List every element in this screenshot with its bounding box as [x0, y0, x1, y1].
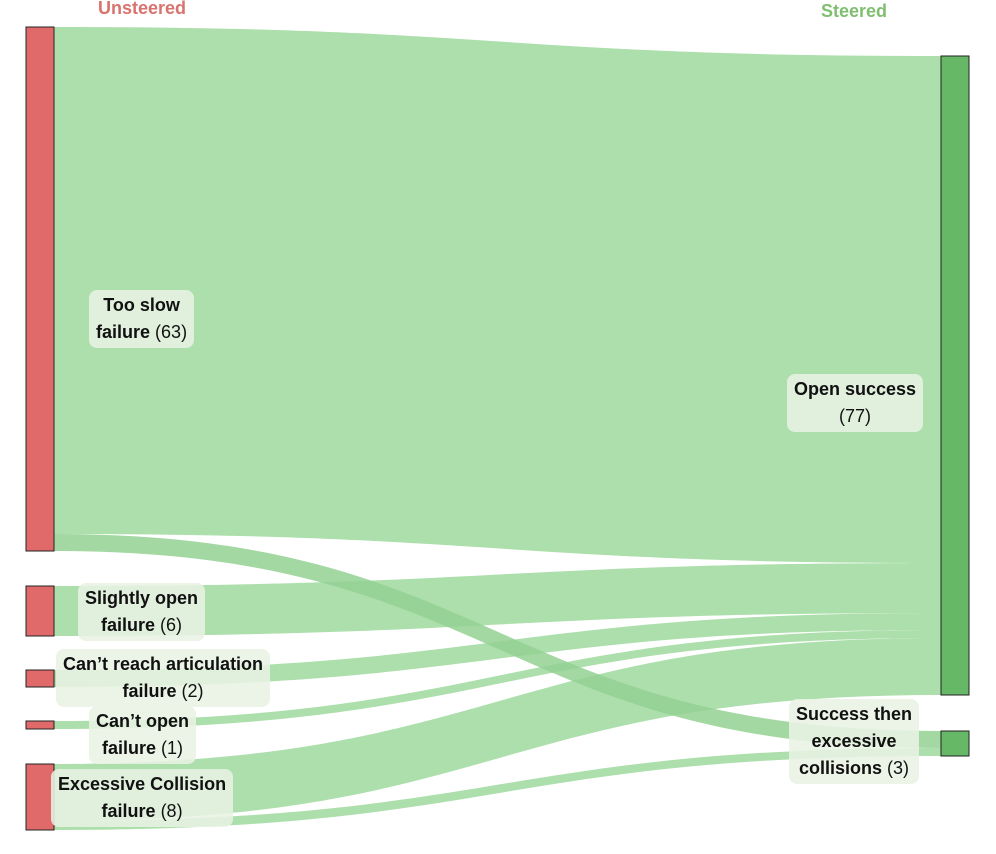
node-cant-open	[25, 720, 55, 730]
link-excessive-collision-to-success-then	[54, 748, 941, 830]
link-too-slow-to-open-success	[54, 27, 941, 563]
link-cant-open-to-open-success	[54, 630, 941, 729]
node-open-success	[940, 55, 970, 696]
node-slightly-open	[25, 585, 55, 637]
steered-column-title: Steered	[821, 1, 888, 21]
unsteered-column-title: Unsteered	[98, 0, 187, 18]
link-slightly-open-to-open-success	[54, 563, 941, 636]
cant-open-label: Can’t open failure (1)	[89, 706, 196, 764]
cant-reach-label: Can’t reach articulation failure (2)	[56, 649, 271, 707]
node-success-then	[940, 730, 970, 757]
open-success-label: Open success (77)	[787, 374, 924, 432]
excessive-collision-label: Excessive Collision failure (8)	[51, 769, 234, 827]
link-cant-reach-to-open-success	[54, 613, 941, 687]
node-too-slow	[25, 26, 55, 552]
slightly-open-label: Slightly open failure (6)	[78, 583, 206, 641]
link-excessive-collision-to-open-success	[54, 638, 941, 821]
success-then-label: Success then excessive collisions (3)	[789, 699, 920, 784]
node-excessive-collision	[25, 763, 55, 831]
too-slow-label: Too slow failure (63)	[89, 290, 195, 348]
node-cant-reach	[25, 669, 55, 688]
link-too-slow-to-success-then	[54, 534, 941, 748]
